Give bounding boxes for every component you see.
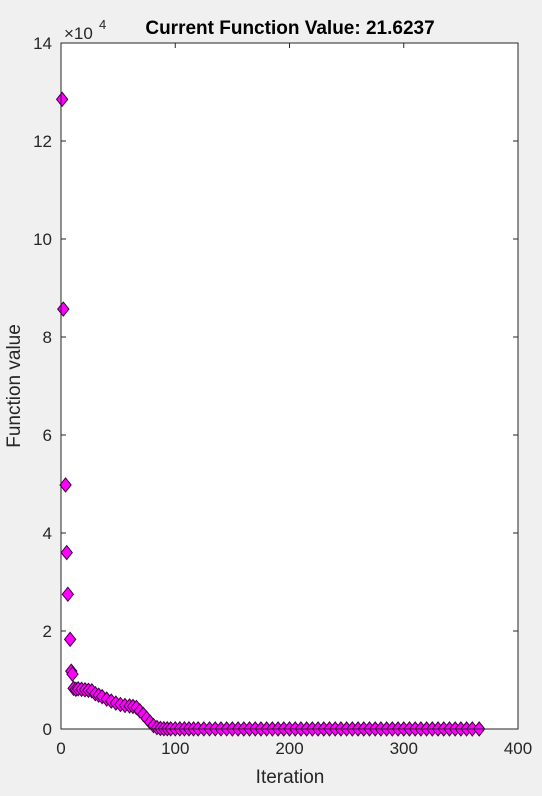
x-tick-label: 400: [504, 739, 532, 758]
data-point: [60, 544, 73, 561]
data-point: [57, 301, 70, 317]
y-axis-label: Function value: [4, 324, 25, 448]
data-point: [66, 666, 79, 682]
x-axis-label: Iteration: [256, 767, 325, 788]
x-tick-labels: 0 100 200 300 400: [56, 739, 532, 758]
x-tick-label: 0: [56, 739, 65, 758]
y-tick-label: 6: [43, 426, 52, 445]
y-tick-label: 10: [33, 230, 52, 249]
y-exponent-power: 4: [99, 17, 106, 32]
x-tick-label: 100: [161, 739, 189, 758]
chart-title: Current Function Value: 21.6237: [145, 18, 434, 39]
plot-area: [61, 43, 518, 729]
y-tick-labels: 0 2 4 6 8 10 12 14: [33, 34, 52, 739]
x-tick-label: 300: [390, 739, 418, 758]
y-tick-label: 4: [43, 524, 52, 543]
y-exponent-base: ×10: [64, 24, 93, 43]
y-tick-label: 12: [33, 132, 52, 151]
data-point: [63, 631, 77, 648]
y-tick-label: 0: [43, 720, 52, 739]
y-tick-label: 8: [43, 328, 52, 347]
axes-box: [60, 42, 519, 730]
data-point: [59, 477, 72, 493]
y-tick-label: 2: [43, 622, 52, 641]
data-point: [55, 91, 69, 108]
x-tick-label: 200: [275, 739, 303, 758]
y-tick-label: 14: [33, 34, 52, 53]
data-point: [61, 586, 75, 603]
